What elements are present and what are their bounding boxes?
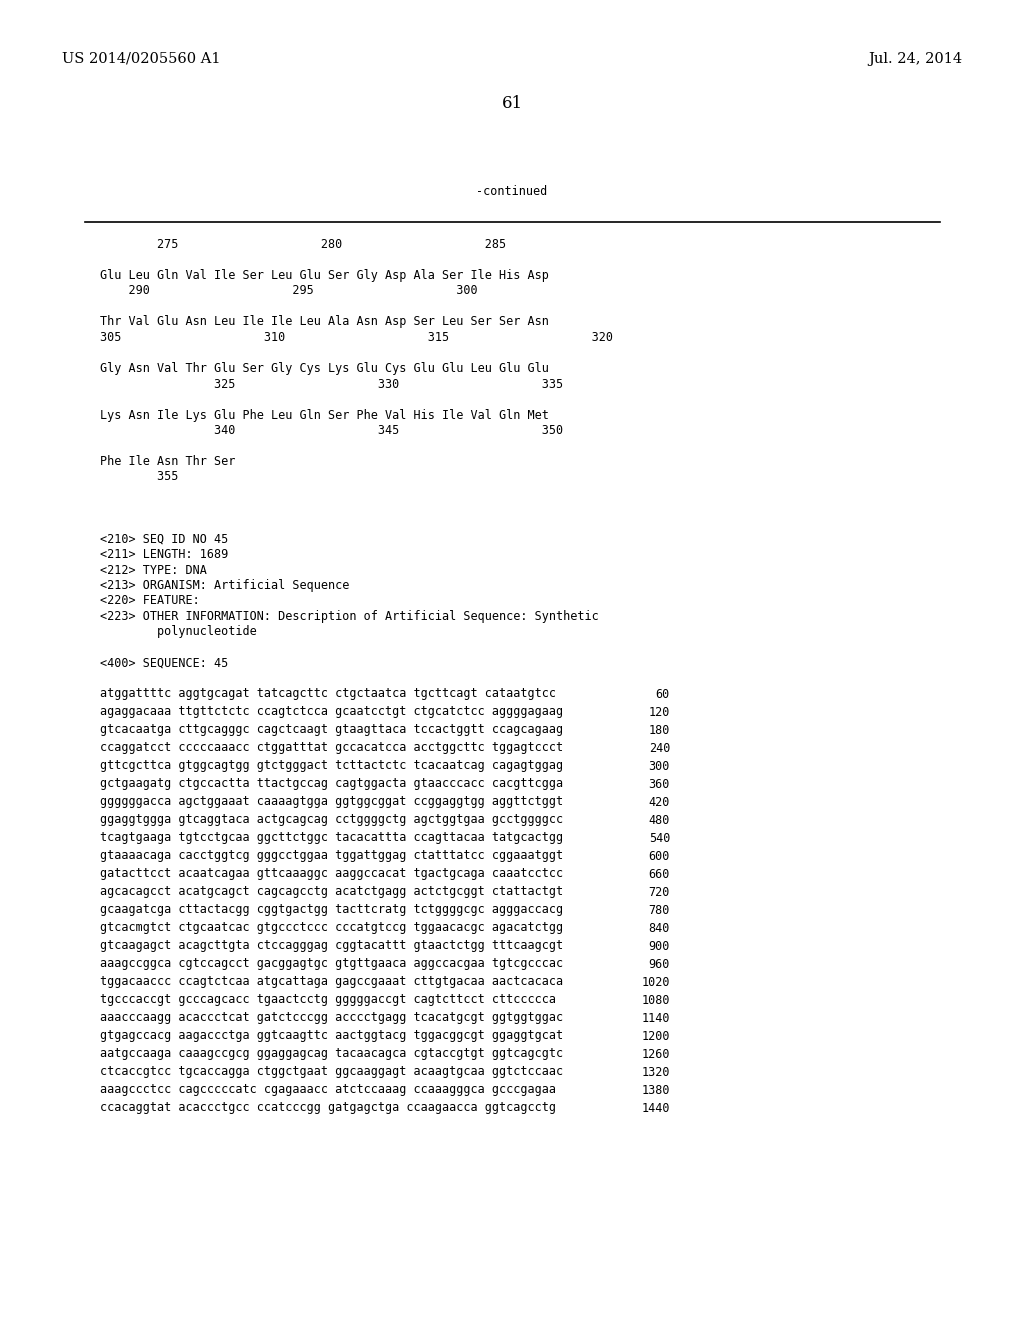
Text: Jul. 24, 2014: Jul. 24, 2014 bbox=[868, 51, 962, 66]
Text: 1260: 1260 bbox=[641, 1048, 670, 1060]
Text: <211> LENGTH: 1689: <211> LENGTH: 1689 bbox=[100, 548, 228, 561]
Text: gtaaaacaga cacctggtcg gggcctggaa tggattggag ctatttatcc cggaaatggt: gtaaaacaga cacctggtcg gggcctggaa tggattg… bbox=[100, 850, 563, 862]
Text: 340                    345                    350: 340 345 350 bbox=[100, 424, 563, 437]
Text: 480: 480 bbox=[648, 813, 670, 826]
Text: ccaggatcct cccccaaacc ctggatttat gccacatcca acctggcttc tggagtccct: ccaggatcct cccccaaacc ctggatttat gccacat… bbox=[100, 742, 563, 755]
Text: 61: 61 bbox=[502, 95, 522, 112]
Text: -continued: -continued bbox=[476, 185, 548, 198]
Text: 720: 720 bbox=[648, 886, 670, 899]
Text: 1320: 1320 bbox=[641, 1065, 670, 1078]
Text: atggattttc aggtgcagat tatcagcttc ctgctaatca tgcttcagt cataatgtcc: atggattttc aggtgcagat tatcagcttc ctgctaa… bbox=[100, 688, 556, 701]
Text: 180: 180 bbox=[648, 723, 670, 737]
Text: 325                    330                    335: 325 330 335 bbox=[100, 378, 563, 391]
Text: tggacaaccc ccagtctcaa atgcattaga gagccgaaat cttgtgacaa aactcacaca: tggacaaccc ccagtctcaa atgcattaga gagccga… bbox=[100, 975, 563, 989]
Text: 540: 540 bbox=[648, 832, 670, 845]
Text: ctcaccgtcc tgcaccagga ctggctgaat ggcaaggagt acaagtgcaa ggtctccaac: ctcaccgtcc tgcaccagga ctggctgaat ggcaagg… bbox=[100, 1065, 563, 1078]
Text: 960: 960 bbox=[648, 957, 670, 970]
Text: <212> TYPE: DNA: <212> TYPE: DNA bbox=[100, 564, 207, 577]
Text: <400> SEQUENCE: 45: <400> SEQUENCE: 45 bbox=[100, 656, 228, 669]
Text: gtcacaatga cttgcagggc cagctcaagt gtaagttaca tccactggtt ccagcagaag: gtcacaatga cttgcagggc cagctcaagt gtaagtt… bbox=[100, 723, 563, 737]
Text: Phe Ile Asn Thr Ser: Phe Ile Asn Thr Ser bbox=[100, 455, 236, 469]
Text: 120: 120 bbox=[648, 705, 670, 718]
Text: 240: 240 bbox=[648, 742, 670, 755]
Text: gcaagatcga cttactacgg cggtgactgg tacttcratg tctggggcgc agggaccacg: gcaagatcga cttactacgg cggtgactgg tacttcr… bbox=[100, 903, 563, 916]
Text: 1440: 1440 bbox=[641, 1101, 670, 1114]
Text: agcacagcct acatgcagct cagcagcctg acatctgagg actctgcggt ctattactgt: agcacagcct acatgcagct cagcagcctg acatctg… bbox=[100, 886, 563, 899]
Text: 360: 360 bbox=[648, 777, 670, 791]
Text: Lys Asn Ile Lys Glu Phe Leu Gln Ser Phe Val His Ile Val Gln Met: Lys Asn Ile Lys Glu Phe Leu Gln Ser Phe … bbox=[100, 408, 549, 421]
Text: aaacccaagg acaccctcat gatctcccgg acccctgagg tcacatgcgt ggtggtggac: aaacccaagg acaccctcat gatctcccgg acccctg… bbox=[100, 1011, 563, 1024]
Text: Gly Asn Val Thr Glu Ser Gly Cys Lys Glu Cys Glu Glu Leu Glu Glu: Gly Asn Val Thr Glu Ser Gly Cys Lys Glu … bbox=[100, 362, 549, 375]
Text: gtgagccacg aagaccctga ggtcaagttc aactggtacg tggacggcgt ggaggtgcat: gtgagccacg aagaccctga ggtcaagttc aactggt… bbox=[100, 1030, 563, 1043]
Text: 275                    280                    285: 275 280 285 bbox=[100, 238, 506, 251]
Text: gttcgcttca gtggcagtgg gtctgggact tcttactctc tcacaatcag cagagtggag: gttcgcttca gtggcagtgg gtctgggact tcttact… bbox=[100, 759, 563, 772]
Text: <213> ORGANISM: Artificial Sequence: <213> ORGANISM: Artificial Sequence bbox=[100, 579, 349, 591]
Text: 660: 660 bbox=[648, 867, 670, 880]
Text: ggaggtggga gtcaggtaca actgcagcag cctggggctg agctggtgaa gcctggggcc: ggaggtggga gtcaggtaca actgcagcag cctgggg… bbox=[100, 813, 563, 826]
Text: 1080: 1080 bbox=[641, 994, 670, 1006]
Text: 355: 355 bbox=[100, 470, 178, 483]
Text: gctgaagatg ctgccactta ttactgccag cagtggacta gtaacccacc cacgttcgga: gctgaagatg ctgccactta ttactgccag cagtgga… bbox=[100, 777, 563, 791]
Text: 1020: 1020 bbox=[641, 975, 670, 989]
Text: gtcaagagct acagcttgta ctccagggag cggtacattt gtaactctgg tttcaagcgt: gtcaagagct acagcttgta ctccagggag cggtaca… bbox=[100, 940, 563, 953]
Text: Thr Val Glu Asn Leu Ile Ile Leu Ala Asn Asp Ser Leu Ser Ser Asn: Thr Val Glu Asn Leu Ile Ile Leu Ala Asn … bbox=[100, 315, 549, 329]
Text: 1140: 1140 bbox=[641, 1011, 670, 1024]
Text: agaggacaaa ttgttctctc ccagtctcca gcaatcctgt ctgcatctcc aggggagaag: agaggacaaa ttgttctctc ccagtctcca gcaatcc… bbox=[100, 705, 563, 718]
Text: US 2014/0205560 A1: US 2014/0205560 A1 bbox=[62, 51, 220, 66]
Text: 290                    295                    300: 290 295 300 bbox=[100, 285, 477, 297]
Text: tgcccaccgt gcccagcacc tgaactcctg gggggaccgt cagtcttcct cttccccca: tgcccaccgt gcccagcacc tgaactcctg gggggac… bbox=[100, 994, 556, 1006]
Text: gtcacmgtct ctgcaatcac gtgccctccc cccatgtccg tggaacacgc agacatctgg: gtcacmgtct ctgcaatcac gtgccctccc cccatgt… bbox=[100, 921, 563, 935]
Text: <210> SEQ ID NO 45: <210> SEQ ID NO 45 bbox=[100, 532, 228, 545]
Text: 840: 840 bbox=[648, 921, 670, 935]
Text: 305                    310                    315                    320: 305 310 315 320 bbox=[100, 331, 613, 345]
Text: 780: 780 bbox=[648, 903, 670, 916]
Text: 1200: 1200 bbox=[641, 1030, 670, 1043]
Text: aaagccggca cgtccagcct gacggagtgc gtgttgaaca aggccacgaa tgtcgcccac: aaagccggca cgtccagcct gacggagtgc gtgttga… bbox=[100, 957, 563, 970]
Text: 420: 420 bbox=[648, 796, 670, 808]
Text: ggggggacca agctggaaat caaaagtgga ggtggcggat ccggaggtgg aggttctggt: ggggggacca agctggaaat caaaagtgga ggtggcg… bbox=[100, 796, 563, 808]
Text: <220> FEATURE:: <220> FEATURE: bbox=[100, 594, 200, 607]
Text: polynucleotide: polynucleotide bbox=[100, 626, 257, 639]
Text: 600: 600 bbox=[648, 850, 670, 862]
Text: tcagtgaaga tgtcctgcaa ggcttctggc tacacattta ccagttacaa tatgcactgg: tcagtgaaga tgtcctgcaa ggcttctggc tacacat… bbox=[100, 832, 563, 845]
Text: 1380: 1380 bbox=[641, 1084, 670, 1097]
Text: <223> OTHER INFORMATION: Description of Artificial Sequence: Synthetic: <223> OTHER INFORMATION: Description of … bbox=[100, 610, 599, 623]
Text: ccacaggtat acaccctgcc ccatcccgg gatgagctga ccaagaacca ggtcagcctg: ccacaggtat acaccctgcc ccatcccgg gatgagct… bbox=[100, 1101, 556, 1114]
Text: aaagccctcc cagcccccatc cgagaaacc atctccaaag ccaaagggca gcccgagaa: aaagccctcc cagcccccatc cgagaaacc atctcca… bbox=[100, 1084, 556, 1097]
Text: gatacttcct acaatcagaa gttcaaaggc aaggccacat tgactgcaga caaatcctcc: gatacttcct acaatcagaa gttcaaaggc aaggcca… bbox=[100, 867, 563, 880]
Text: 60: 60 bbox=[655, 688, 670, 701]
Text: 900: 900 bbox=[648, 940, 670, 953]
Text: aatgccaaga caaagccgcg ggaggagcag tacaacagca cgtaccgtgt ggtcagcgtc: aatgccaaga caaagccgcg ggaggagcag tacaaca… bbox=[100, 1048, 563, 1060]
Text: 300: 300 bbox=[648, 759, 670, 772]
Text: Glu Leu Gln Val Ile Ser Leu Glu Ser Gly Asp Ala Ser Ile His Asp: Glu Leu Gln Val Ile Ser Leu Glu Ser Gly … bbox=[100, 269, 549, 282]
